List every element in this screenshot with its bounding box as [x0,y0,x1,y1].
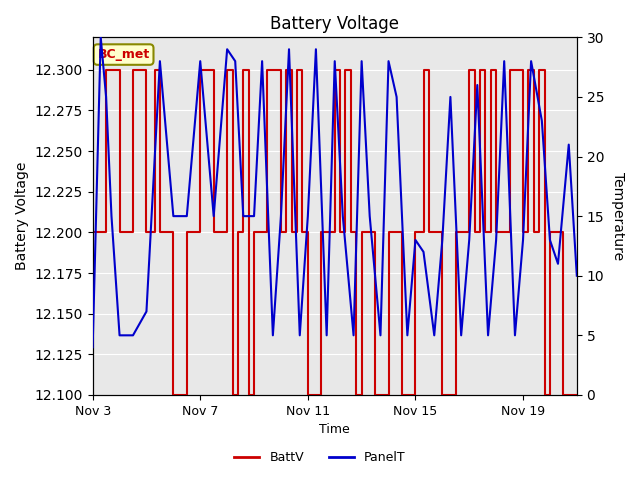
Y-axis label: Temperature: Temperature [611,172,625,260]
Legend: BattV, PanelT: BattV, PanelT [229,446,411,469]
Text: BC_met: BC_met [97,48,150,61]
X-axis label: Time: Time [319,423,350,436]
Title: Battery Voltage: Battery Voltage [270,15,399,33]
Y-axis label: Battery Voltage: Battery Voltage [15,162,29,270]
